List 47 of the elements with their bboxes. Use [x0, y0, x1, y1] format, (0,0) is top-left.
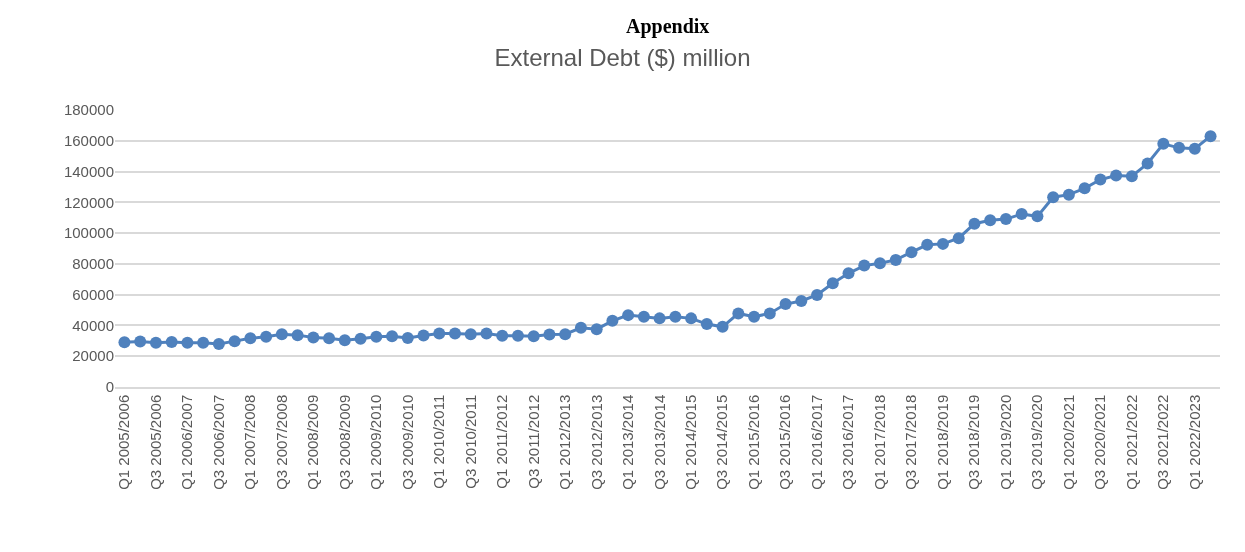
y-tick-label: 0	[105, 378, 114, 396]
y-tick-label: 120000	[63, 193, 114, 211]
x-tick-label: Q1 2022/2023	[1185, 394, 1203, 490]
x-tick-label: Q3 2011/2012	[524, 394, 542, 489]
x-tick-label: Q1 2010/2011	[430, 394, 448, 489]
y-tick-label: 60000	[72, 285, 114, 303]
x-tick-label: Q3 2012/2013	[587, 394, 605, 490]
x-tick-label: Q1 2006/2007	[178, 394, 196, 490]
x-tick-label: Q3 2014/2015	[713, 394, 731, 490]
x-tick-label: Q1 2016/2017	[807, 394, 825, 490]
x-tick-label: Q3 2021/2022	[1154, 394, 1172, 490]
x-tick-label: Q1 2007/2008	[241, 394, 259, 490]
x-tick-label: Q1 2005/2006	[115, 394, 133, 490]
x-tick-label: Q3 2005/2006	[146, 394, 164, 490]
x-tick-label: Q3 2020/2021	[1091, 394, 1109, 490]
text: Appendix	[626, 15, 710, 38]
y-tick-label: 160000	[63, 132, 114, 150]
x-tick-label: Q3 2008/2009	[335, 394, 353, 490]
y-tick-label: 20000	[72, 347, 114, 365]
x-tick-label: Q1 2017/2018	[870, 394, 888, 490]
y-tick-label: 40000	[72, 316, 114, 334]
x-tick-label: Q3 2006/2007	[209, 394, 227, 490]
x-tick-label: Q3 2015/2016	[776, 394, 794, 490]
x-tick-label: Q1 2019/2020	[996, 394, 1014, 490]
x-tick-label: Q1 2011/2012	[493, 394, 511, 489]
x-tick-label: Q1 2009/2010	[367, 394, 385, 490]
x-tick-label: Q3 2016/2017	[839, 394, 857, 490]
x-tick-label: Q3 2018/2019	[965, 394, 983, 490]
x-tick-label: Q1 2015/2016	[744, 394, 762, 490]
y-tick-label: 80000	[72, 255, 114, 273]
x-tick-label: Q3 2007/2008	[272, 394, 290, 490]
x-tick-label: Q3 2013/2014	[650, 394, 668, 490]
x-tick-label: Q1 2008/2009	[304, 394, 322, 490]
x-tick-label: Q1 2021/2022	[1122, 394, 1140, 490]
x-tick-label: Q3 2017/2018	[902, 394, 920, 490]
y-tick-label: 180000	[63, 101, 114, 119]
x-tick-label: Q1 2020/2021	[1059, 394, 1077, 490]
x-tick-label: Q3 2019/2020	[1028, 394, 1046, 490]
x-tick-label: Q1 2014/2015	[681, 394, 699, 490]
chart-title: External Debt ($) million	[494, 44, 751, 72]
x-tick-label: Q3 2010/2011	[461, 394, 479, 489]
x-tick-label: Q1 2018/2019	[933, 394, 951, 490]
y-tick-label: 100000	[63, 224, 114, 242]
y-tick-label: 140000	[63, 162, 114, 180]
x-tick-label: Q1 2012/2013	[556, 394, 574, 490]
x-tick-label: Q3 2009/2010	[398, 394, 416, 490]
x-tick-label: Q1 2013/2014	[619, 394, 637, 490]
